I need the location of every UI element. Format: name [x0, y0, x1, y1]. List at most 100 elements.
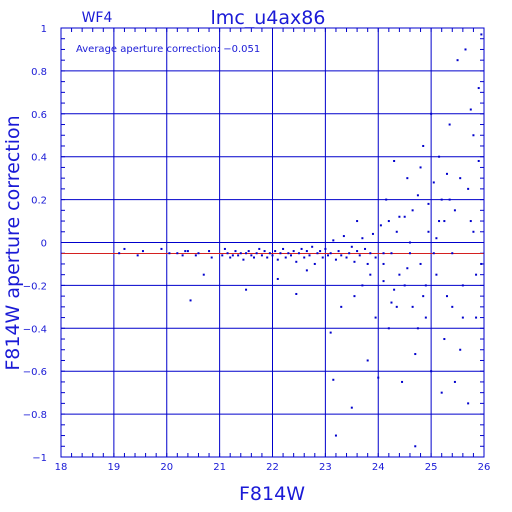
data-point [461, 316, 464, 319]
data-point [390, 301, 393, 304]
data-point [168, 252, 171, 255]
data-point [305, 250, 308, 253]
data-point [435, 237, 438, 240]
data-point [445, 295, 448, 298]
y-tick-label: 0.8 [31, 67, 47, 78]
average-correction-annotation: Average aperture correction: −0.051 [76, 44, 260, 55]
data-point [387, 220, 390, 223]
x-tick-label: 22 [266, 462, 279, 473]
data-point [324, 247, 327, 250]
data-point [340, 254, 343, 257]
data-point [395, 305, 398, 308]
data-point [427, 202, 430, 205]
data-point [334, 434, 337, 437]
data-point [311, 245, 314, 248]
data-point [350, 406, 353, 409]
data-point [472, 134, 475, 137]
y-tick-label: −1 [32, 453, 47, 464]
x-tick-label: 21 [213, 462, 226, 473]
data-point [276, 258, 279, 261]
data-point [411, 209, 414, 212]
data-point [160, 247, 163, 250]
data-point [403, 215, 406, 218]
data-point [464, 48, 467, 51]
y-tick-label: 0.2 [31, 196, 47, 207]
data-point [414, 445, 417, 448]
data-point [416, 327, 419, 330]
data-point [252, 256, 255, 259]
data-point [393, 159, 396, 162]
data-point [358, 254, 361, 257]
data-point [403, 284, 406, 287]
data-point [424, 284, 427, 287]
y-tick-label: −0.8 [23, 410, 47, 421]
data-point [382, 262, 385, 265]
data-point [186, 250, 189, 253]
data-point [316, 252, 319, 255]
data-point [197, 252, 200, 255]
data-point [398, 273, 401, 276]
data-point [395, 230, 398, 233]
data-point [448, 198, 451, 201]
data-point [295, 260, 298, 263]
data-point [475, 273, 478, 276]
data-point [453, 380, 456, 383]
data-point [438, 220, 441, 223]
x-tick-label: 26 [478, 462, 491, 473]
data-point [374, 316, 377, 319]
data-point [427, 230, 430, 233]
data-points [118, 33, 483, 448]
data-point [443, 220, 446, 223]
data-point [231, 254, 234, 257]
data-point [329, 252, 332, 255]
data-point [459, 348, 462, 351]
x-tick-label: 23 [319, 462, 332, 473]
data-point [300, 247, 303, 250]
x-tick-label: 24 [372, 462, 385, 473]
data-point [459, 177, 462, 180]
data-point [221, 254, 224, 257]
data-point [443, 338, 446, 341]
data-point [319, 250, 322, 253]
data-point [366, 359, 369, 362]
data-point [329, 331, 332, 334]
data-point [356, 220, 359, 223]
data-point [422, 295, 425, 298]
data-point [229, 256, 232, 259]
data-point [342, 235, 345, 238]
data-point [477, 159, 480, 162]
data-point [184, 250, 187, 253]
data-point [327, 254, 330, 257]
data-point [271, 254, 274, 257]
y-tick-label: −0.6 [23, 367, 47, 378]
data-point [469, 108, 472, 111]
panel-label: WF4 [82, 10, 113, 26]
data-point [419, 166, 422, 169]
data-point [430, 370, 433, 373]
data-point [295, 292, 298, 295]
data-point [245, 252, 248, 255]
data-point [432, 252, 435, 255]
data-point [202, 273, 205, 276]
data-point [303, 256, 306, 259]
data-point [364, 247, 367, 250]
data-point [377, 376, 380, 379]
data-point [189, 299, 192, 302]
x-tick-label: 18 [55, 462, 68, 473]
data-point [274, 250, 277, 253]
data-point [461, 284, 464, 287]
data-point [210, 256, 213, 259]
data-point [250, 254, 253, 257]
data-point [255, 252, 258, 255]
data-point [242, 258, 245, 261]
data-point [406, 267, 409, 270]
data-point [440, 198, 443, 201]
data-point [361, 284, 364, 287]
data-point [361, 237, 364, 240]
data-point [141, 250, 144, 253]
data-point [247, 250, 250, 253]
data-point [453, 209, 456, 212]
data-point [258, 247, 261, 250]
data-point [416, 194, 419, 197]
data-point [374, 256, 377, 259]
